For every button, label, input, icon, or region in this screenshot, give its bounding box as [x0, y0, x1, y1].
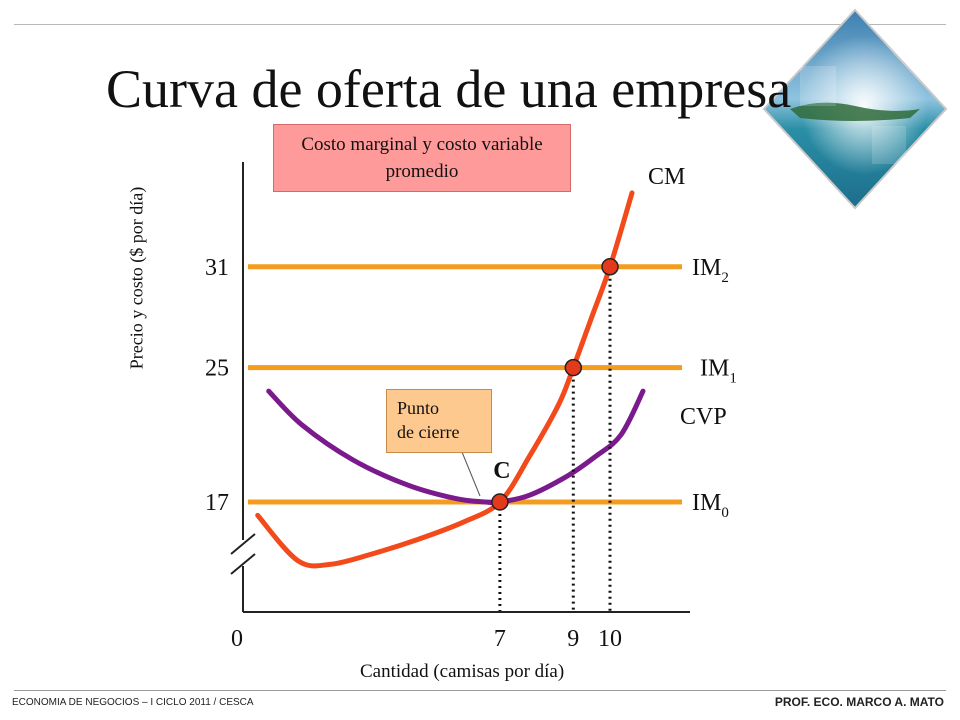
x-tick-7: 7	[494, 626, 506, 652]
y-tick-25: 25	[205, 356, 229, 382]
axis-break-mark-2	[230, 553, 256, 575]
callout-line-1: Punto	[397, 398, 440, 418]
x-axis-label: Cantidad (camisas por día)	[360, 661, 565, 682]
point-7-17	[491, 493, 509, 511]
bottom-rule	[14, 690, 946, 691]
curve-cm	[255, 190, 635, 569]
axis-break-mark-1	[230, 533, 256, 555]
footer-professor: PROF. ECO. MARCO A. MATO	[774, 695, 944, 709]
callout-pointer	[461, 451, 481, 497]
footer-course: ECONOMIA DE NEGOCIOS – I CICLO 2011 / CE…	[12, 697, 254, 708]
point-10-31	[601, 258, 619, 276]
callout-line-2: de cierre	[397, 422, 460, 442]
shutdown-point-callout: Punto de cierre	[386, 389, 492, 453]
label-im2: IM2	[692, 255, 729, 286]
label-im0: IM0	[692, 490, 729, 521]
y-tick-17: 17	[205, 490, 229, 516]
label-cvp: CVP	[680, 404, 727, 430]
beach-photo-logo	[762, 8, 948, 210]
point-label-c: C	[493, 458, 510, 484]
y-tick-31: 31	[205, 255, 229, 281]
slide-title: Curva de oferta de una empresa	[106, 59, 792, 119]
x-tick-0: 0	[231, 626, 243, 652]
x-tick-10: 10	[598, 626, 622, 652]
y-axis-label-text: Precio y costo ($ por día)	[126, 186, 147, 370]
chart-legend-box: Costo marginal y costo variable promedio	[273, 124, 571, 192]
label-cm: CM	[648, 164, 685, 190]
point-9-25	[564, 358, 583, 377]
x-tick-9: 9	[567, 626, 579, 652]
top-rule	[14, 24, 946, 25]
label-im1: IM1	[700, 356, 737, 387]
